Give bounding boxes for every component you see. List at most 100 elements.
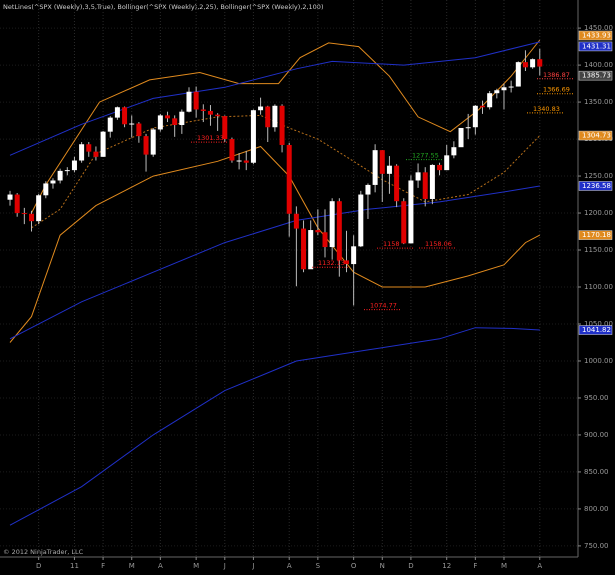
y-tick-label: 1150.00 [584, 246, 613, 254]
candle-body [229, 139, 235, 161]
x-tick-label: M [193, 562, 199, 570]
indicator-header: NetLines(^SPX (Weekly),3,5,True), Bollin… [3, 3, 323, 11]
indicator-line [31, 39, 541, 214]
y-tick-label: 850.00 [584, 468, 609, 476]
y-tick-label: 1050.00 [584, 320, 613, 328]
candle-body [472, 105, 478, 128]
candle-body [57, 170, 63, 181]
x-tick-label: N [380, 562, 385, 570]
candle-body [179, 111, 185, 126]
candle-body [508, 86, 514, 88]
candle-body [401, 201, 407, 244]
candle-body [21, 213, 27, 215]
indicator-line [9, 145, 541, 343]
x-tick-label: A [158, 562, 163, 570]
candle-body [494, 90, 500, 94]
candle-body [358, 194, 364, 247]
candle-body [322, 232, 328, 248]
x-tick-label: M [501, 562, 507, 570]
candle-body [537, 59, 543, 67]
candle-body [422, 172, 428, 199]
y-tick-label: 1350.00 [584, 98, 613, 106]
candle-body [429, 164, 435, 199]
net-line-label: 1366.69 [543, 86, 570, 94]
candle-body [215, 114, 221, 117]
candle-body [465, 127, 471, 129]
net-line-label: 1340.83 [533, 105, 560, 113]
candle-body [515, 62, 521, 87]
y-tick-label: 950.00 [584, 394, 609, 402]
x-tick-label: M [129, 562, 135, 570]
candle-body [365, 184, 371, 195]
x-tick-label: A [287, 562, 292, 570]
candle-body [50, 180, 56, 184]
candle-body [200, 109, 206, 111]
y-tick-label: 1100.00 [584, 283, 613, 291]
candle-body [329, 201, 335, 248]
candle-body [71, 160, 77, 171]
candle-body [293, 213, 299, 229]
y-tick-label: 900.00 [584, 431, 609, 439]
indicator-line [9, 327, 540, 526]
y-tick-label: 1400.00 [584, 61, 613, 69]
y-tick-label: 750.00 [584, 542, 609, 550]
x-tick-label: F [473, 562, 477, 570]
candle-body [86, 144, 92, 152]
x-tick-label: D [408, 562, 413, 570]
candle-body [522, 62, 528, 68]
candle-body [222, 116, 228, 140]
price-tag-label: 1170.18 [582, 231, 611, 239]
candle-body [186, 91, 192, 112]
candle-body [444, 155, 450, 171]
candle-body [394, 165, 400, 202]
candle-body [308, 230, 314, 270]
candle-body [28, 213, 34, 222]
candle-body [114, 107, 120, 118]
price-tag-label: 1431.31 [582, 42, 611, 50]
candle-body [437, 164, 443, 171]
candle-body [501, 87, 507, 91]
candle-body [530, 59, 536, 68]
candle-body [14, 194, 20, 214]
indicator-line [9, 41, 540, 156]
x-tick-label: D [36, 562, 41, 570]
candle-body [207, 110, 213, 115]
candle-body [243, 160, 249, 163]
copyright: © 2012 NinjaTrader, LLC [3, 548, 84, 556]
x-tick-label: O [351, 562, 357, 570]
x-tick-label: J [251, 562, 254, 570]
candle-body [487, 93, 493, 108]
candle-body [379, 150, 385, 174]
candle-body [236, 160, 242, 162]
x-tick-label: F [101, 562, 105, 570]
net-line-label: 1277.55 [412, 152, 439, 160]
y-tick-label: 1450.00 [584, 24, 613, 32]
price-tag [578, 325, 613, 335]
candle-body [480, 105, 486, 108]
candle-body [315, 230, 321, 233]
candle-body [286, 144, 292, 214]
candle-body [157, 115, 163, 130]
candle-body [258, 106, 264, 111]
candle-body [250, 110, 256, 163]
candle-body [458, 127, 464, 148]
candle-body [107, 117, 113, 132]
candle-body [343, 260, 349, 265]
price-tag [578, 41, 613, 52]
y-tick-label: 1250.00 [584, 172, 613, 180]
x-tick-label: 11 [70, 562, 79, 570]
net-line-label: 1158 [383, 240, 400, 248]
net-line-label: 1386.87 [543, 71, 570, 79]
x-tick-label: A [537, 562, 542, 570]
price-tag-label: 1433.93 [582, 31, 611, 39]
indicator-line [31, 114, 541, 229]
candle-body [408, 180, 414, 244]
candle-body [136, 123, 142, 137]
candle-body [301, 228, 307, 270]
candle-body [386, 165, 392, 174]
candle-body [272, 105, 278, 128]
price-tag [578, 30, 613, 41]
candle-body [36, 195, 42, 222]
candle-body [415, 172, 421, 181]
candle-body [43, 183, 49, 196]
